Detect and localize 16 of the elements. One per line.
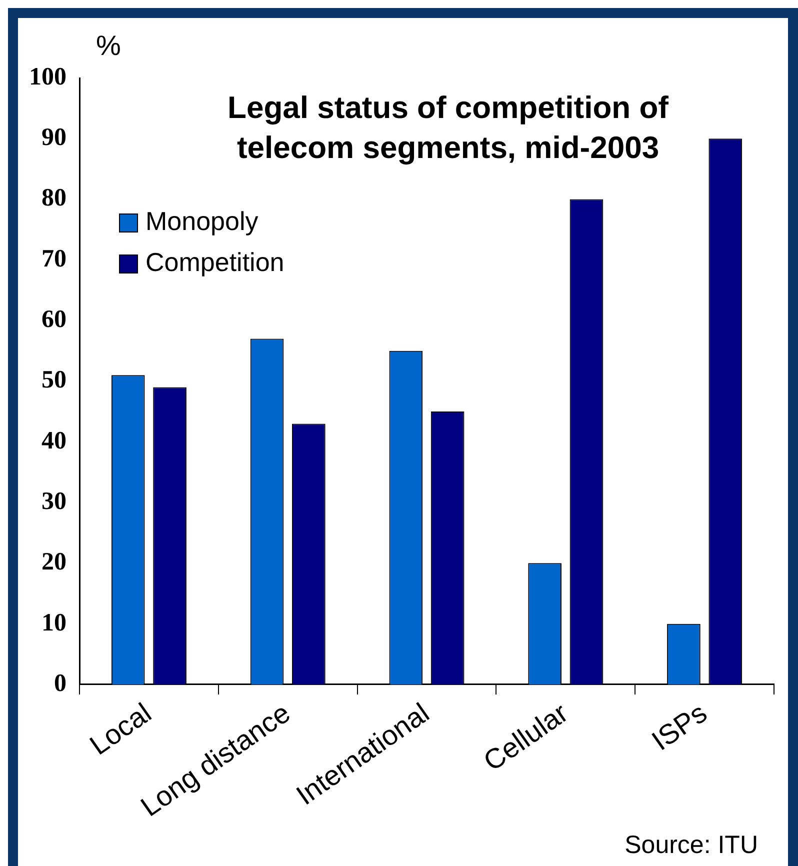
- y-tick-label: 0: [54, 670, 66, 697]
- y-tick-label: 40: [42, 427, 66, 454]
- y-tick-label: 20: [42, 548, 66, 576]
- y-tick-label: 10: [42, 609, 66, 636]
- y-tick-label: 70: [42, 245, 66, 272]
- source-note: Source: ITU: [624, 831, 758, 860]
- y-tick-label: 80: [42, 184, 66, 212]
- y-tick-label: 30: [42, 488, 66, 515]
- y-axis-title: %: [96, 30, 121, 62]
- text: Legal status of competition of telecom segments, mid-2003: [226, 89, 670, 167]
- legend-label: Monopoly: [146, 206, 258, 236]
- y-tick-label: 60: [42, 306, 66, 334]
- y-tick-label: 90: [42, 124, 66, 152]
- x-tick-label: ISPs: [646, 697, 712, 756]
- y-tick-label: 50: [42, 366, 66, 394]
- y-tick-label: 100: [29, 63, 66, 90]
